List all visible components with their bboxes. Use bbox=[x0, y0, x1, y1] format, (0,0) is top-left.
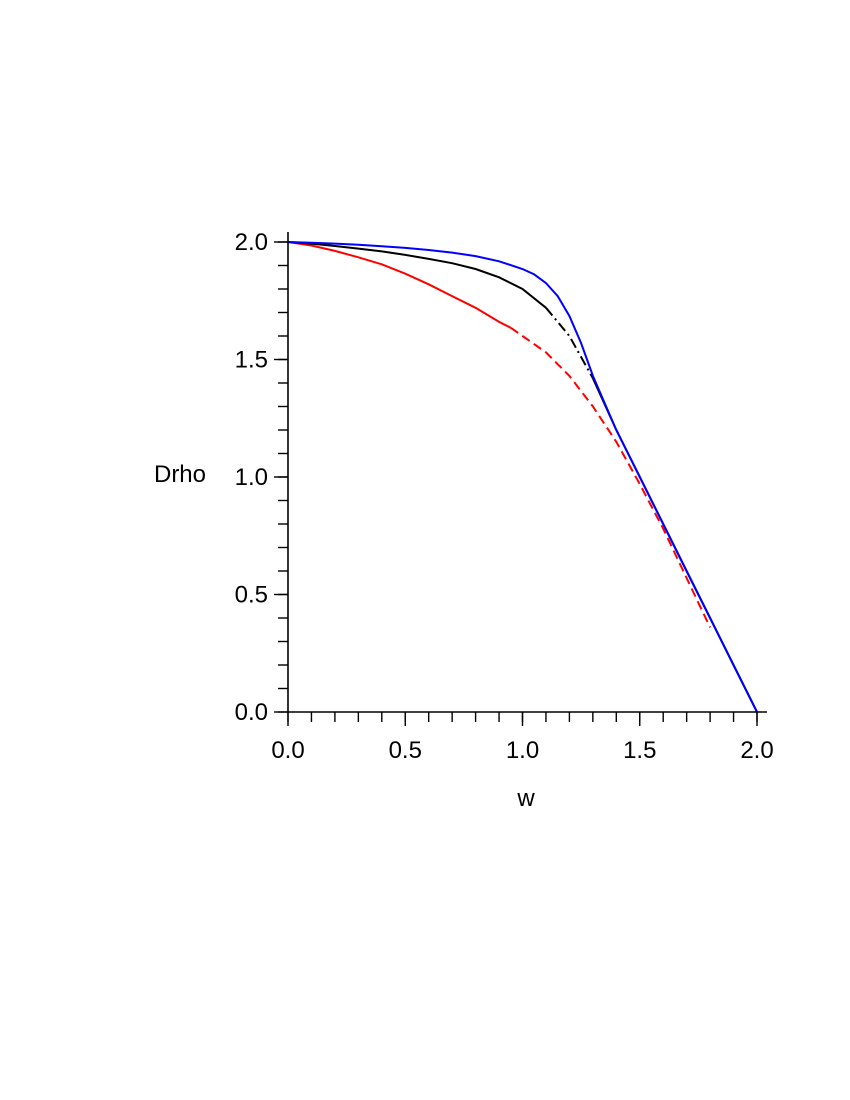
x-tick-label: 2.0 bbox=[740, 737, 773, 764]
x-tick-label: 1.5 bbox=[623, 737, 656, 764]
series-2-dashdot-line bbox=[545, 307, 594, 379]
x-axis-label: w bbox=[516, 785, 535, 812]
y-tick-label: 2.0 bbox=[235, 229, 268, 256]
y-tick-label: 0.5 bbox=[235, 582, 268, 609]
y-tick-label: 1.5 bbox=[235, 347, 268, 374]
x-tick-label: 0.0 bbox=[271, 737, 304, 764]
y-ticks-group: 0.0 0.5 1.0 1.5 2.0 bbox=[235, 229, 288, 726]
x-tick-label: 0.5 bbox=[389, 737, 422, 764]
y-tick-label: 1.0 bbox=[235, 464, 268, 491]
y-axis-label: Drho bbox=[154, 461, 206, 488]
series-2-solid-line bbox=[287, 241, 547, 309]
x-tick-label: 1.0 bbox=[506, 737, 539, 764]
y-tick-label: 0.0 bbox=[235, 699, 268, 726]
x-ticks-group: 0.0 0.5 1.0 1.5 2.0 bbox=[271, 712, 774, 764]
series-3-solid-line bbox=[287, 241, 758, 713]
series-1-solid-line bbox=[287, 241, 512, 329]
curves-group bbox=[287, 241, 758, 713]
series-1-dashed-line bbox=[510, 326, 712, 628]
